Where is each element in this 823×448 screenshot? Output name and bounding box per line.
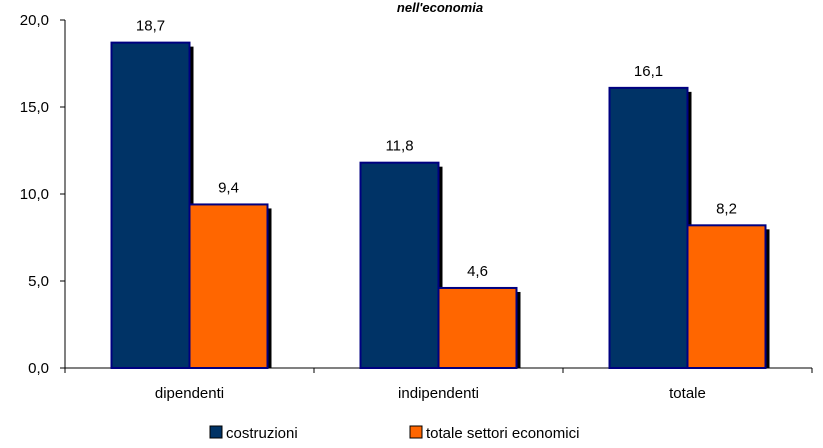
legend-swatch-2 <box>409 425 423 439</box>
legend: costruzioni totale settori economici <box>209 425 579 442</box>
x-tick-label: totale <box>669 385 706 402</box>
data-label: 16,1 <box>634 63 663 80</box>
bar-costruzioni-dipendenti <box>110 41 191 370</box>
x-tick-label: dipendenti <box>155 385 224 402</box>
data-label: 18,7 <box>136 18 165 35</box>
chart-title: nell'economia <box>397 0 483 15</box>
data-label: 9,4 <box>218 179 239 196</box>
y-tick-label: 15,0 <box>20 99 49 116</box>
x-tick-label: indipendenti <box>398 385 479 402</box>
y-tick-label: 5,0 <box>28 273 49 290</box>
bar-totale-settori-economici-indipendenti <box>437 286 518 369</box>
bar-totale-settori-economici-dipendenti <box>188 203 269 369</box>
data-label: 8,2 <box>716 200 737 217</box>
bar-costruzioni-totale <box>608 86 689 370</box>
legend-swatch-1 <box>209 425 223 439</box>
legend-label-1: costruzioni <box>226 425 298 442</box>
bar-totale-settori-economici-totale <box>686 224 767 369</box>
y-tick-label: 20,0 <box>20 12 49 29</box>
data-label: 4,6 <box>467 263 488 280</box>
y-tick-label: 10,0 <box>20 186 49 203</box>
data-label: 11,8 <box>385 138 413 155</box>
legend-label-2: totale settori economici <box>426 425 579 442</box>
bar-costruzioni-indipendenti <box>359 161 440 369</box>
bars: 18,7 9,4 11,8 4,6 16,1 8,2 <box>110 18 770 370</box>
y-tick-label: 0,0 <box>28 360 49 377</box>
